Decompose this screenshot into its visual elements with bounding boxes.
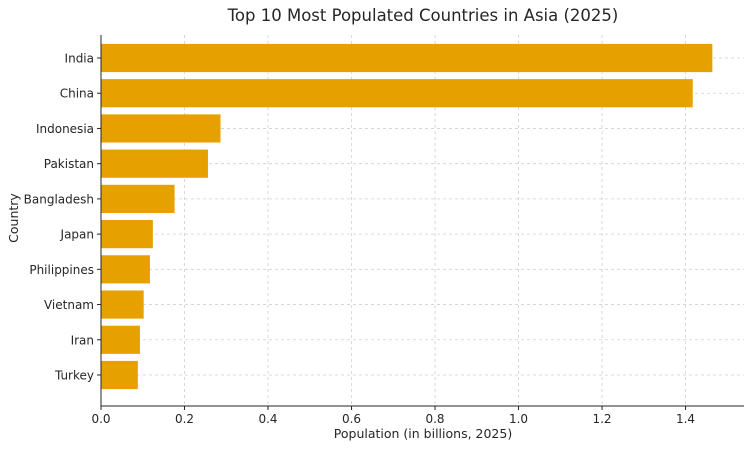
bar-japan: [101, 220, 153, 249]
x-axis-label: Population (in billions, 2025): [334, 426, 512, 441]
bars: [101, 43, 713, 390]
y-tick-label: Japan: [60, 228, 94, 242]
y-tick-label: Iran: [71, 333, 94, 347]
y-tick-label: Philippines: [29, 263, 94, 277]
y-tick-label: Turkey: [54, 369, 94, 383]
x-ticks: 0.0 0.2 0.4 0.6 0.8 1.0 1.2 1.4: [91, 406, 695, 426]
x-tick-label: 0.6: [342, 412, 361, 426]
y-ticks: India China Indonesia Pakistan Bangladesh Jap…: [24, 52, 101, 383]
axes: [100, 35, 744, 407]
y-tick-label: Bangladesh: [24, 192, 94, 206]
bar-turkey: [101, 360, 138, 390]
bar-bangladesh: [101, 184, 175, 213]
bar-indonesia: [101, 114, 221, 143]
x-tick-label: 0.0: [91, 412, 110, 426]
y-tick-label: Pakistan: [44, 157, 94, 171]
y-tick-label: Vietnam: [44, 298, 94, 312]
bar-vietnam: [101, 290, 144, 319]
bar-china: [101, 79, 693, 108]
bar-iran: [101, 325, 140, 354]
y-tick-label: China: [60, 87, 94, 101]
y-tick-label: Indonesia: [36, 122, 94, 136]
chart-title: Top 10 Most Populated Countries in Asia …: [227, 6, 619, 25]
x-tick-label: 1.2: [592, 412, 611, 426]
x-tick-label: 1.4: [676, 412, 695, 426]
x-tick-label: 0.4: [258, 412, 277, 426]
x-tick-label: 0.8: [425, 412, 444, 426]
x-tick-label: 0.2: [175, 412, 194, 426]
y-tick-label: India: [65, 52, 94, 66]
bar-philippines: [101, 255, 150, 284]
x-tick-label: 1.0: [509, 412, 528, 426]
bar-pakistan: [101, 149, 208, 178]
y-axis-label: Country: [6, 193, 21, 243]
bar-india: [101, 43, 713, 73]
